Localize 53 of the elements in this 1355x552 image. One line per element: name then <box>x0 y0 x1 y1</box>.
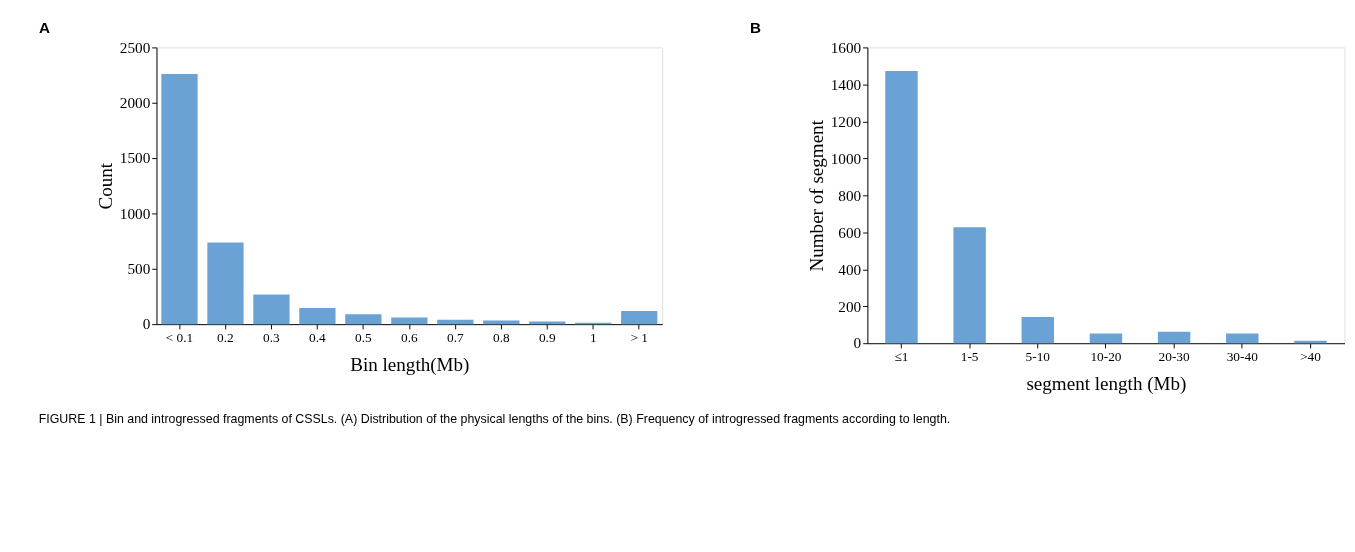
bar <box>621 311 658 325</box>
bar <box>1157 331 1191 344</box>
y-tick-label: 0 <box>853 334 862 352</box>
bar <box>299 307 336 325</box>
bar <box>161 73 198 325</box>
y-axis-title: Count <box>95 162 117 210</box>
chart-title: B <box>750 19 762 37</box>
y-tick-label: 200 <box>838 297 862 315</box>
bar <box>885 71 918 344</box>
x-tick-label: 0.4 <box>309 329 327 345</box>
bar <box>1089 333 1123 344</box>
y-tick-label: 400 <box>838 260 862 278</box>
y-tick-label: 1600 <box>830 38 862 56</box>
y-axis-title: Number of segment <box>806 119 828 272</box>
y-tick-label: 2000 <box>119 94 151 112</box>
x-tick-label: 1-5 <box>960 348 979 364</box>
bar <box>391 317 428 325</box>
x-tick-label: 10-20 <box>1090 348 1122 364</box>
y-tick-label: 1400 <box>830 75 862 93</box>
x-tick-label: 5-10 <box>1025 348 1051 364</box>
bar <box>253 294 290 325</box>
x-tick-label: 30-40 <box>1226 348 1259 364</box>
x-tick-label: ≤1 <box>894 348 909 364</box>
y-tick-label: 0 <box>142 315 151 333</box>
x-tick-label: 0.2 <box>217 329 234 345</box>
y-tick-label: 1200 <box>830 112 862 130</box>
y-tick-label: 1500 <box>119 149 151 167</box>
caption: FIGURE 1 | Bin and introgressed fragments of CSSLs. (A) Distribution of the physical lengths of the bins. (B) Frequency of introgressed fragments according to length. <box>38 411 951 426</box>
x-tick-label: < 0.1 <box>165 329 194 345</box>
x-axis-title: Bin length(Mb) <box>350 354 470 377</box>
chart-title: A <box>39 19 51 37</box>
y-tick-label: 1000 <box>830 149 862 167</box>
bar <box>207 242 244 325</box>
x-tick-label: 0.7 <box>447 329 464 345</box>
y-tick-label: 800 <box>838 186 862 204</box>
x-tick-label: 0.9 <box>538 329 556 345</box>
y-tick-label: 500 <box>127 260 151 278</box>
bar <box>953 227 986 344</box>
x-tick-label: > 1 <box>630 329 649 345</box>
y-tick-label: 2500 <box>119 38 151 56</box>
x-tick-label: 0.3 <box>263 329 281 345</box>
x-axis-title: segment length (Mb) <box>1026 373 1187 396</box>
x-tick-label: >40 <box>1299 348 1322 364</box>
x-tick-label: 20-30 <box>1158 348 1190 364</box>
bar <box>1021 316 1055 344</box>
x-tick-label: 1 <box>589 329 597 345</box>
x-tick-label: 0.8 <box>492 329 510 345</box>
bar <box>1226 333 1259 344</box>
y-tick-label: 1000 <box>119 204 151 222</box>
y-tick-label: 600 <box>838 223 862 241</box>
x-tick-label: 0.5 <box>355 329 373 345</box>
bar <box>345 314 382 325</box>
x-tick-label: 0.6 <box>401 329 419 345</box>
